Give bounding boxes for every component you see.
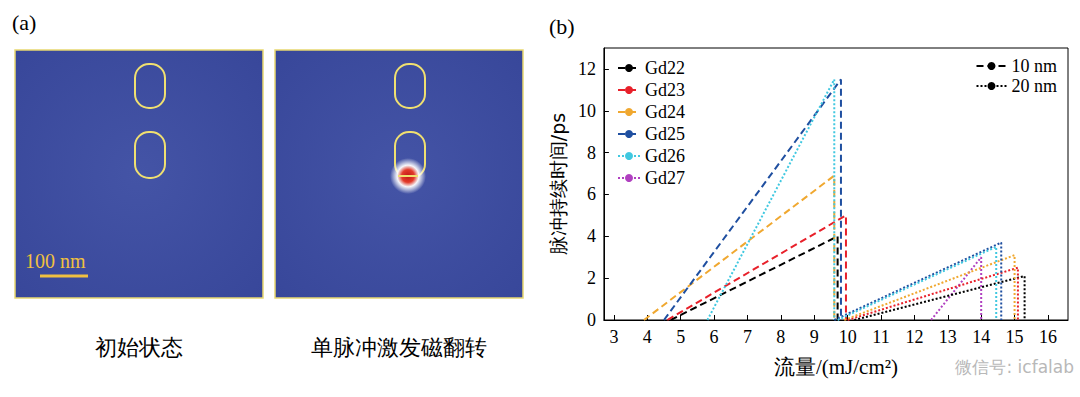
svg-text:6: 6 (710, 327, 719, 347)
svg-text:6: 6 (587, 184, 596, 204)
svg-text:11: 11 (872, 327, 889, 347)
svg-text:初始状态: 初始状态 (95, 335, 183, 360)
svg-text:Gd24: Gd24 (645, 102, 685, 122)
svg-text:10 nm: 10 nm (1011, 56, 1057, 76)
svg-text:10: 10 (578, 101, 596, 121)
html-text:微信号: icfalab: 微信号: icfalab (955, 357, 1074, 377)
svg-text:10: 10 (839, 327, 857, 347)
svg-text:(a): (a) (12, 10, 36, 35)
svg-text:Gd23: Gd23 (645, 80, 685, 100)
svg-text:12: 12 (905, 327, 923, 347)
svg-text:13: 13 (939, 327, 957, 347)
svg-text:4: 4 (587, 226, 596, 246)
svg-text:8: 8 (587, 143, 596, 163)
svg-text:2: 2 (587, 268, 596, 288)
svg-text:12: 12 (578, 59, 596, 79)
svg-text:8: 8 (776, 327, 785, 347)
svg-text:Gd27: Gd27 (645, 168, 685, 188)
svg-text:(b): (b) (549, 14, 575, 39)
svg-text:14: 14 (972, 327, 990, 347)
svg-text:脉冲持续时间/ps: 脉冲持续时间/ps (547, 113, 569, 255)
svg-text:单脉冲激发磁翻转: 单脉冲激发磁翻转 (311, 335, 487, 360)
svg-text:Gd25: Gd25 (645, 124, 685, 144)
svg-text:流量/(mJ/cm²): 流量/(mJ/cm²) (774, 355, 898, 379)
svg-text:16: 16 (1039, 327, 1057, 347)
svg-text:Gd22: Gd22 (645, 58, 685, 78)
svg-text:100 nm: 100 nm (25, 250, 86, 272)
svg-text:9: 9 (810, 327, 819, 347)
svg-text:7: 7 (743, 327, 752, 347)
svg-text:4: 4 (643, 327, 652, 347)
svg-text:20 nm: 20 nm (1011, 76, 1057, 96)
svg-text:15: 15 (1006, 327, 1024, 347)
svg-text:3: 3 (609, 327, 618, 347)
svg-text:5: 5 (676, 327, 685, 347)
svg-text:Gd26: Gd26 (645, 146, 685, 166)
svg-text:0: 0 (587, 310, 596, 330)
